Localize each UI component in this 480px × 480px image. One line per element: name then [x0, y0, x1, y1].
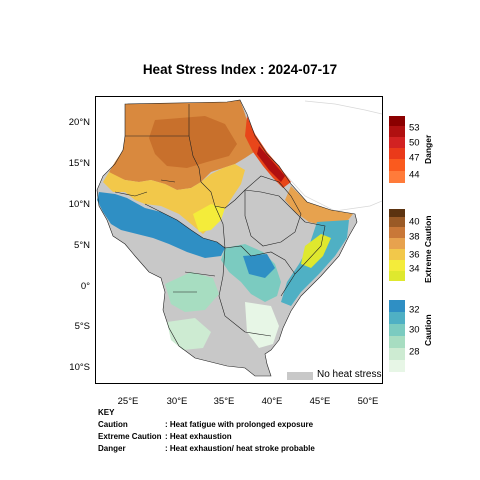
key-term-extreme-caution: Extreme Caution — [98, 432, 162, 441]
lake-victoria-caution — [243, 254, 275, 278]
lat-label-10n: 10°N — [68, 199, 90, 210]
danger-tick-53: 53 — [409, 122, 420, 134]
lat-label-5n: 5°N — [74, 240, 90, 251]
country-borders — [96, 99, 358, 377]
map-title: Heat Stress Index : 2024-07-17 — [142, 62, 338, 77]
danger-swatch-4 — [389, 148, 405, 159]
lat-label-10s: 10°S — [69, 362, 90, 373]
key-row-danger: Danger : Heat exhaustion/ heat stroke pr… — [98, 443, 315, 455]
key-desc-caution: : Heat fatigue with prolonged exposure — [165, 420, 314, 429]
sinai-coast — [304, 100, 383, 115]
lon-label-25e: 25°E — [117, 396, 139, 407]
extreme-swatch-4 — [389, 238, 405, 249]
blue-band-west — [97, 192, 225, 258]
lon-label-40e: 40°E — [261, 396, 283, 407]
danger-tick-44: 44 — [409, 169, 420, 181]
danger-swatch-5 — [389, 159, 405, 171]
key-desc-extreme-caution: : Heat exhaustion — [165, 432, 232, 441]
extreme-swatch-1 — [389, 209, 405, 217]
no-heat-stress-legend: No heat stress — [287, 369, 382, 382]
caution-swatch-1 — [389, 300, 405, 312]
caution-tick-28: 28 — [409, 346, 420, 358]
key-term-caution: Caution — [98, 420, 128, 429]
danger-swatch-1 — [389, 116, 405, 126]
no-heat-stress-label: No heat stress — [317, 369, 382, 380]
extreme-tick-38: 38 — [409, 231, 420, 243]
ethiopia-border — [244, 175, 302, 247]
key-desc-danger: : Heat exhaustion/ heat stroke probable — [165, 444, 315, 453]
tanzania-caution — [245, 302, 279, 348]
caution-swatch-4 — [389, 336, 405, 348]
extreme-tick-34: 34 — [409, 263, 420, 275]
extreme-swatch-5 — [389, 249, 405, 260]
lon-label-30e: 30°E — [166, 396, 188, 407]
extreme-tick-40: 40 — [409, 216, 420, 228]
key-term-danger: Danger — [98, 444, 126, 453]
key-title: KEY — [98, 408, 115, 417]
extreme-swatch-2 — [389, 217, 405, 227]
lon-label-35e: 35°E — [213, 396, 235, 407]
danger-swatch-6 — [389, 171, 405, 183]
caution-tick-32: 32 — [409, 304, 420, 316]
lon-label-45e: 45°E — [309, 396, 331, 407]
key-row-extreme-caution: Extreme Caution : Heat exhaustion — [98, 431, 232, 443]
heat-stress-map — [95, 96, 383, 384]
caution-swatch-5 — [389, 348, 405, 360]
caution-swatch-2 — [389, 312, 405, 324]
map-panel — [95, 96, 383, 384]
danger-swatch-3 — [389, 137, 405, 148]
key-row-caution: Caution : Heat fatigue with prolonged ex… — [98, 419, 313, 431]
lat-label-20n: 20°N — [68, 117, 90, 128]
lat-label-5s: 5°S — [74, 321, 90, 332]
lat-label-15n: 15°N — [68, 158, 90, 169]
extreme-swatch-7 — [389, 271, 405, 281]
extreme-caution-label: Extreme Caution — [423, 215, 433, 283]
deep-orange-zone — [149, 116, 237, 168]
caution-label: Caution — [423, 314, 433, 346]
extreme-swatch-6 — [389, 260, 405, 271]
drc-caution-2 — [167, 318, 211, 350]
key-panel: KEY Caution : Heat fatigue with prolonge… — [98, 407, 315, 455]
danger-tick-50: 50 — [409, 137, 420, 149]
caution-swatch-3 — [389, 324, 405, 336]
danger-label: Danger — [423, 134, 433, 164]
extreme-swatch-3 — [389, 227, 405, 238]
danger-swatch-2 — [389, 126, 405, 137]
caution-tick-30: 30 — [409, 324, 420, 336]
lat-label-0: 0° — [80, 281, 90, 292]
lon-label-50e: 50°E — [357, 396, 379, 407]
caution-swatch-6 — [389, 360, 405, 372]
no-heat-stress-swatch — [287, 372, 313, 380]
extreme-tick-36: 36 — [409, 249, 420, 261]
red-sea-danger-dark — [257, 146, 285, 182]
danger-tick-47: 47 — [409, 152, 420, 164]
